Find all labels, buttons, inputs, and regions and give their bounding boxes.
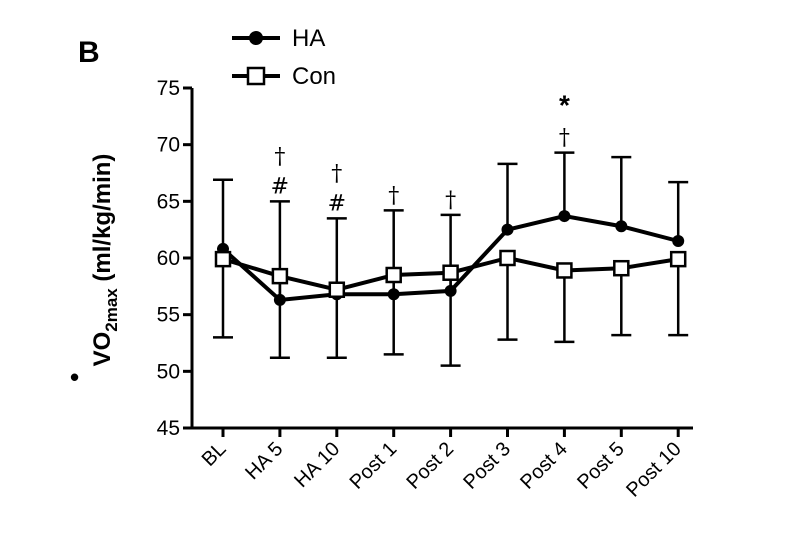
x-tick-label: Post 4 xyxy=(516,438,572,494)
data-point-con xyxy=(613,259,630,277)
y-axis-label-sub: 2max xyxy=(102,288,121,332)
x-tick-label: Post 2 xyxy=(402,438,458,494)
legend-item-ha: HA xyxy=(232,25,325,52)
data-point-con xyxy=(214,250,232,268)
y-tick-label: 45 xyxy=(157,417,180,440)
y-axis-label: VO2max (ml/kg/min) xyxy=(89,154,121,367)
data-point-con xyxy=(442,264,459,281)
legend-marker xyxy=(249,31,263,45)
data-point-ha xyxy=(501,223,514,236)
svg-text:VO2max (ml/kg/min): VO2max (ml/kg/min) xyxy=(89,154,121,367)
y-tick-label: 70 xyxy=(157,134,180,157)
annotation-symbol: # xyxy=(328,191,346,216)
y-axis-label-dot: • xyxy=(70,362,79,392)
chart-marks: # † # † † † † * xyxy=(213,90,689,367)
y-axis-label-main: VO xyxy=(89,332,116,367)
y-tick-label: 60 xyxy=(157,247,180,270)
legend-label: HA xyxy=(292,25,325,52)
panel-label: B xyxy=(78,36,100,69)
x-tick-label: Post 3 xyxy=(459,438,515,494)
y-tick-label: 75 xyxy=(157,77,180,100)
x-tick-label: Post 5 xyxy=(573,438,629,494)
data-point-ha xyxy=(387,288,400,301)
data-point-ha xyxy=(615,220,628,233)
annotation-symbol: † xyxy=(274,144,285,169)
annotation-symbol: # xyxy=(271,174,289,199)
annotation-symbol: † xyxy=(388,183,399,208)
annotation-symbol: † xyxy=(445,188,456,213)
data-point-con xyxy=(328,281,346,298)
y-tick-label: 65 xyxy=(157,190,180,213)
data-point-ha xyxy=(672,235,685,247)
legend: HA Con xyxy=(232,25,336,90)
x-tick-label: Post 1 xyxy=(346,438,402,494)
x-tick-label: HA 10 xyxy=(290,438,344,492)
data-point-ha xyxy=(273,293,286,306)
y-axis-label-units: (ml/kg/min) xyxy=(89,154,116,289)
data-point-con xyxy=(556,262,573,279)
data-point-con xyxy=(499,249,516,267)
legend-marker xyxy=(246,66,266,86)
data-point-con xyxy=(385,266,402,284)
y-tick-label: 55 xyxy=(157,304,180,327)
annotation-symbol: † xyxy=(559,126,570,151)
y-tick-label: 50 xyxy=(157,360,180,383)
annotation-symbol: * xyxy=(559,90,570,121)
data-point-ha xyxy=(558,210,571,223)
data-point-con xyxy=(669,250,687,268)
annotation-symbol: † xyxy=(331,161,342,186)
legend-label: Con xyxy=(292,63,336,90)
legend-item-con: Con xyxy=(232,63,336,90)
data-point-con xyxy=(271,267,289,285)
x-tick-label: Post 10 xyxy=(622,438,686,502)
x-tick-label: HA 5 xyxy=(241,438,287,484)
x-tick-label: BL xyxy=(198,438,231,471)
data-point-ha xyxy=(444,284,457,297)
